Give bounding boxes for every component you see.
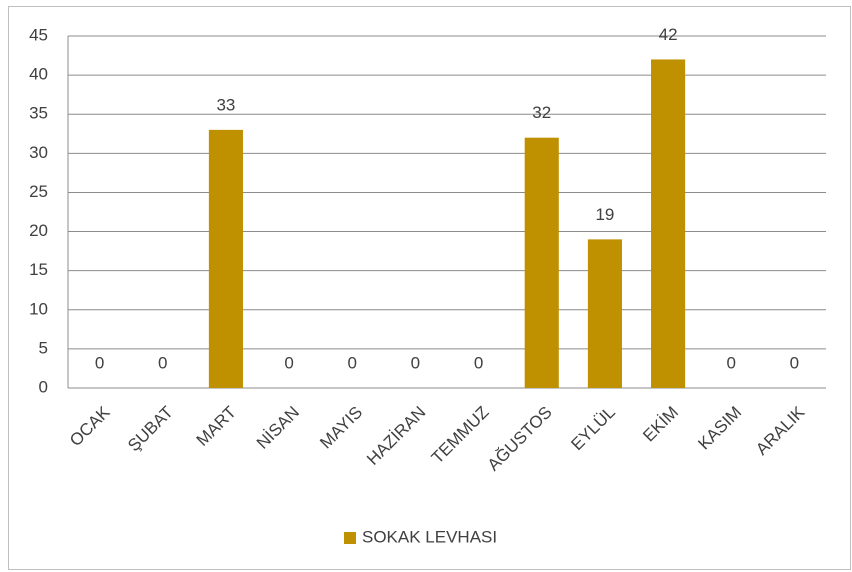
- y-tick-label: 35: [29, 104, 48, 123]
- data-label: 32: [532, 103, 551, 122]
- bar: [208, 129, 243, 388]
- bar: [587, 239, 622, 388]
- bar: [651, 59, 686, 388]
- bar: [524, 137, 559, 388]
- y-tick-label: 40: [29, 65, 48, 84]
- data-label: 0: [727, 353, 736, 372]
- data-label: 0: [158, 353, 167, 372]
- data-label: 0: [790, 353, 799, 372]
- y-tick-label: 15: [29, 260, 48, 279]
- y-tick-label: 25: [29, 182, 48, 201]
- data-label: 0: [474, 353, 483, 372]
- legend-swatch: [344, 532, 356, 544]
- data-label: 0: [95, 353, 104, 372]
- y-tick-label: 0: [39, 377, 48, 396]
- y-tick-label: 5: [39, 338, 48, 357]
- data-label: 42: [659, 25, 678, 44]
- y-tick-label: 45: [29, 25, 48, 44]
- y-tick-label: 10: [29, 299, 48, 318]
- data-label: 33: [216, 95, 235, 114]
- data-label: 0: [411, 353, 420, 372]
- y-tick-label: 20: [29, 221, 48, 240]
- legend-label: SOKAK LEVHASI: [362, 527, 497, 546]
- data-label: 0: [284, 353, 293, 372]
- chart-border: [8, 6, 851, 570]
- data-label: 0: [348, 353, 357, 372]
- data-label: 19: [595, 205, 614, 224]
- y-tick-label: 30: [29, 143, 48, 162]
